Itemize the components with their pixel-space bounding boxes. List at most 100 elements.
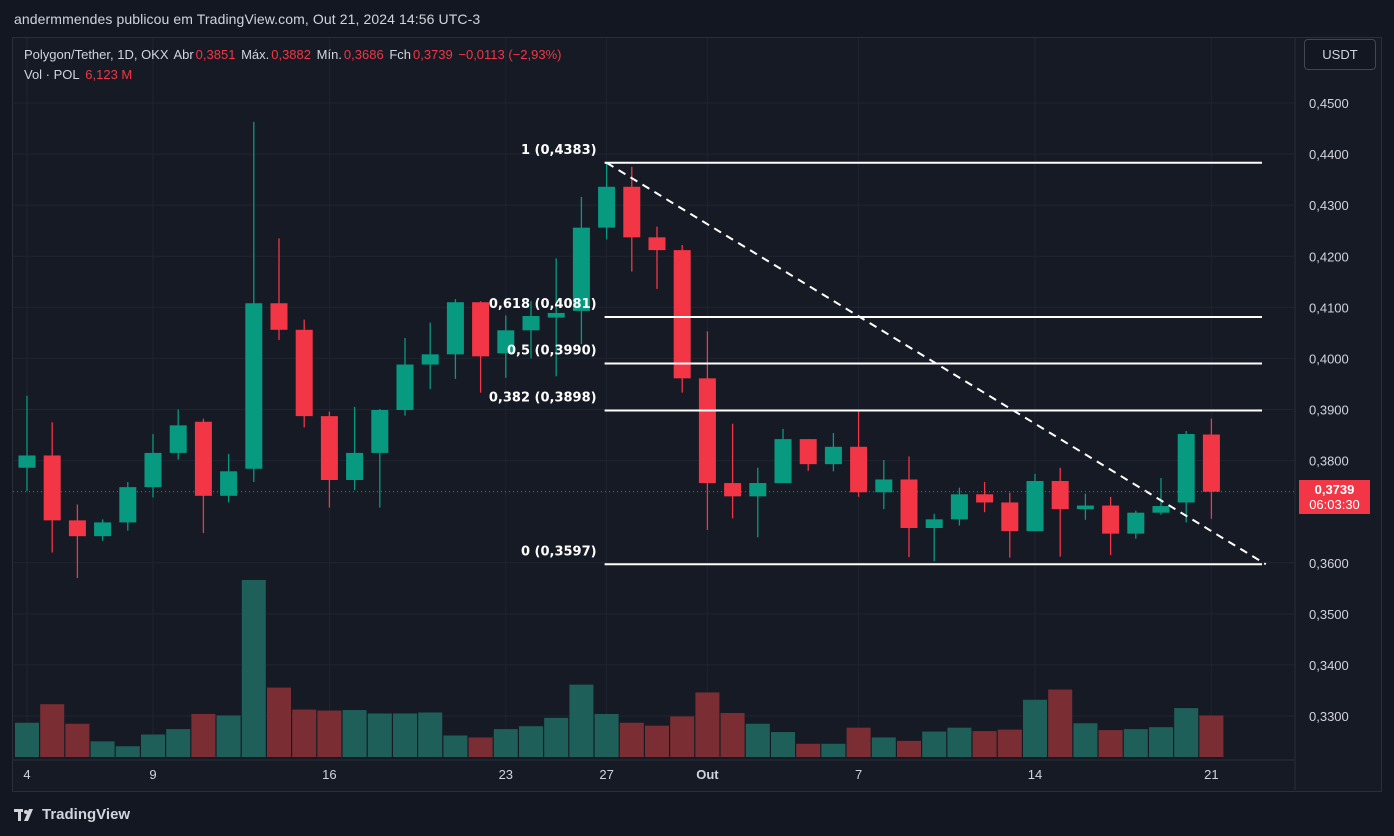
candle-body <box>497 330 515 354</box>
price-tick-label: 0,4300 <box>1309 198 1349 213</box>
candle-body <box>698 378 716 484</box>
candle-body <box>799 439 817 465</box>
price-tick-label: 0,3300 <box>1309 709 1349 724</box>
candle-body <box>43 455 61 521</box>
candle <box>774 428 792 484</box>
candle-body <box>673 250 691 379</box>
volume-bar <box>922 731 947 757</box>
volume-bar <box>267 687 291 757</box>
volume-bar <box>897 740 921 757</box>
volume-bar <box>367 713 392 757</box>
volume-bar <box>1098 730 1123 757</box>
candle-body <box>320 416 338 480</box>
candle-body <box>1076 505 1094 510</box>
time-tick-label: 7 <box>855 767 862 782</box>
chart-legend: Polygon/Tether, 1D, OKX Abr 0,3851 Máx. 0,… <box>24 45 564 85</box>
candle-body <box>144 452 162 488</box>
footer-brand: TradingView <box>42 806 131 823</box>
volume-bar <box>997 729 1022 757</box>
volume-bar <box>821 743 846 757</box>
currency-button[interactable]: USDT <box>1304 39 1376 70</box>
candle-body <box>824 446 842 465</box>
volume-bar <box>1123 729 1148 757</box>
candle-body <box>446 302 464 355</box>
time-tick-label: 21 <box>1204 767 1218 782</box>
volume-bar <box>846 727 871 757</box>
candle <box>396 337 414 416</box>
volume-bar <box>65 723 90 757</box>
tradingview-logo[interactable]: TradingView <box>14 806 130 823</box>
candle <box>371 408 389 508</box>
volume-bar <box>519 726 543 757</box>
candle <box>673 245 691 393</box>
candle <box>421 322 439 390</box>
volume-bar <box>40 704 65 757</box>
fib-level-label: 0 (0,3597) <box>521 544 597 559</box>
volume-bar <box>569 684 594 757</box>
volume-bar <box>1048 689 1073 757</box>
candle <box>472 301 490 393</box>
tradingview-logo-icon <box>14 808 33 821</box>
candle-body <box>295 329 313 417</box>
volume-value: 6,123 M <box>85 67 133 82</box>
candle <box>749 467 767 538</box>
volume-row: Vol · POL 6,123 M <box>24 65 564 85</box>
volume-bar <box>191 713 216 757</box>
volume-bar <box>443 735 468 757</box>
candle <box>1076 493 1094 520</box>
time-tick-label: 23 <box>499 767 513 782</box>
candle-body <box>1102 505 1120 534</box>
candle-body <box>421 354 439 365</box>
price-tick-label: 0,3500 <box>1309 607 1349 622</box>
volume-bar <box>1174 708 1199 757</box>
candle-body <box>194 421 212 496</box>
candle-body <box>169 425 187 453</box>
fib-level-label: 0,382 (0,3898) <box>489 391 597 406</box>
candle-body <box>119 487 137 523</box>
time-tick-label: 4 <box>23 767 30 782</box>
time-axis: 4 9 16 23 27 Out 7 14 21 <box>13 759 1295 782</box>
candle <box>169 409 187 460</box>
candle-body <box>68 520 86 537</box>
trendline <box>13 161 1295 566</box>
volume-bar <box>745 723 770 757</box>
fib-level-label: 1 (0,4383) <box>521 143 597 158</box>
candle-body <box>18 455 36 468</box>
low-value: 0,3686 <box>343 47 384 62</box>
low-label: Mín. <box>316 47 342 62</box>
candle <box>43 422 61 553</box>
candle <box>18 395 36 492</box>
volume-bar <box>342 710 367 757</box>
volume-bar <box>241 579 266 757</box>
symbol-label[interactable]: Polygon/Tether, 1D, OKX <box>24 47 169 62</box>
candle <box>68 504 86 579</box>
candle-body <box>346 452 364 480</box>
candle <box>799 439 817 471</box>
volume-bar <box>670 716 695 757</box>
candle <box>1001 492 1019 558</box>
volume-bar <box>1149 727 1173 757</box>
candle-body <box>547 312 565 318</box>
high-label: Máx. <box>241 47 270 62</box>
candle <box>194 418 212 534</box>
candle <box>119 482 137 531</box>
candle-body <box>245 303 263 469</box>
candle <box>572 196 590 345</box>
volume-label[interactable]: Vol · POL <box>24 67 80 82</box>
grid-lines <box>13 38 1295 757</box>
candle <box>144 434 162 498</box>
volume-bar <box>393 713 417 757</box>
volume-bar <box>166 729 191 757</box>
ohlc-row: Polygon/Tether, 1D, OKX Abr 0,3851 Máx. 0,… <box>24 45 564 65</box>
candle <box>648 226 666 289</box>
time-tick-label: 16 <box>322 767 336 782</box>
candle-body <box>1026 481 1044 532</box>
time-tick-label: 14 <box>1028 767 1042 782</box>
candle <box>1051 467 1069 557</box>
candle <box>1102 496 1120 556</box>
candle-body <box>94 522 112 537</box>
volume-bar <box>594 713 619 757</box>
candle <box>320 411 338 508</box>
time-tick-label: Out <box>696 767 719 782</box>
